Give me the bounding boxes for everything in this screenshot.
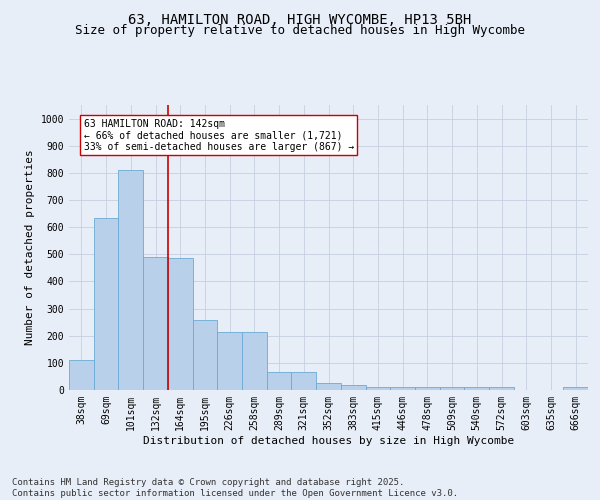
Text: 63, HAMILTON ROAD, HIGH WYCOMBE, HP13 5BH: 63, HAMILTON ROAD, HIGH WYCOMBE, HP13 5B… [128, 12, 472, 26]
Bar [267, 372, 292, 390]
Bar [143, 257, 168, 390]
Bar [94, 218, 118, 390]
Text: 63 HAMILTON ROAD: 142sqm
← 66% of detached houses are smaller (1,721)
33% of sem: 63 HAMILTON ROAD: 142sqm ← 66% of detach… [84, 118, 354, 152]
Bar [390, 386, 415, 390]
Text: Contains HM Land Registry data © Crown copyright and database right 2025.
Contai: Contains HM Land Registry data © Crown c… [12, 478, 458, 498]
Bar [292, 372, 316, 390]
Bar [168, 258, 193, 390]
Bar [415, 388, 440, 390]
Bar [563, 388, 588, 390]
Bar [365, 386, 390, 390]
Text: Size of property relative to detached houses in High Wycombe: Size of property relative to detached ho… [75, 24, 525, 37]
Y-axis label: Number of detached properties: Number of detached properties [25, 150, 35, 346]
Bar [316, 383, 341, 390]
Bar [193, 320, 217, 390]
Bar [217, 332, 242, 390]
Bar [489, 388, 514, 390]
Bar [341, 386, 365, 390]
X-axis label: Distribution of detached houses by size in High Wycombe: Distribution of detached houses by size … [143, 436, 514, 446]
Bar [69, 360, 94, 390]
Bar [118, 170, 143, 390]
Bar [440, 388, 464, 390]
Bar [464, 388, 489, 390]
Bar [242, 332, 267, 390]
